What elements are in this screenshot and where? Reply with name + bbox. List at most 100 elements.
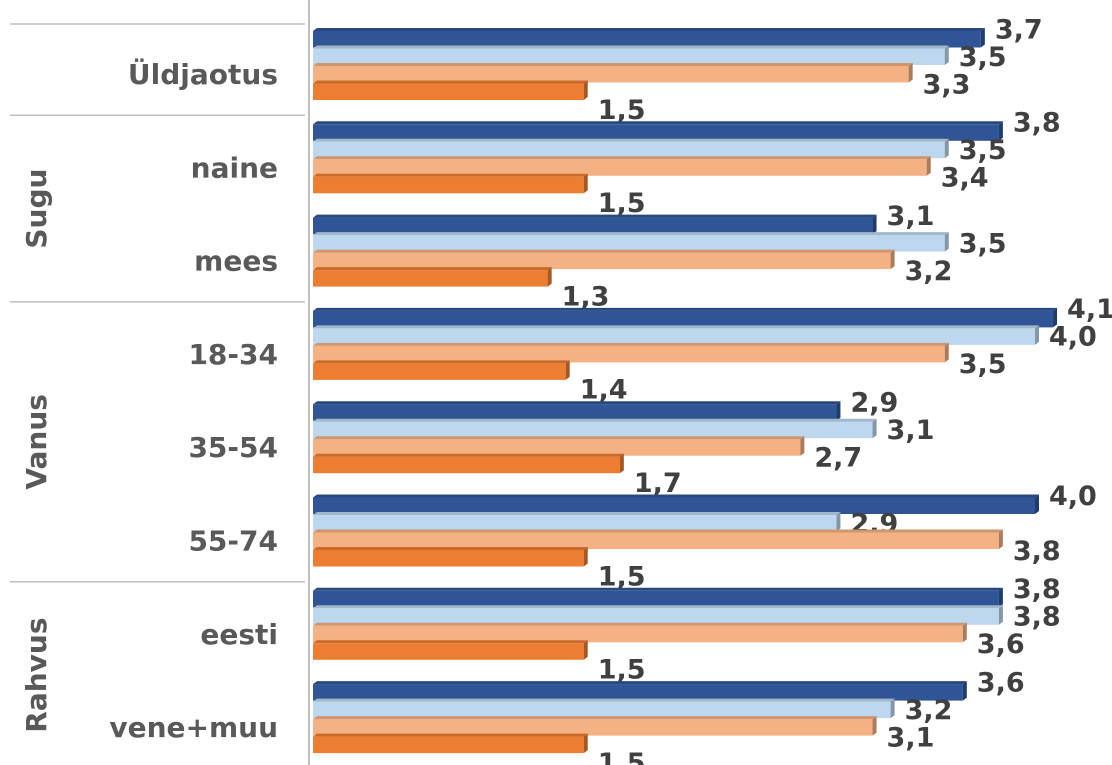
- bar-top: [313, 45, 949, 49]
- bar: [313, 590, 999, 608]
- bar-edge: [836, 512, 841, 532]
- category-label: 18-34: [188, 338, 278, 371]
- value-label: 3,7: [995, 14, 1043, 45]
- value-label: 3,5: [959, 349, 1007, 380]
- bar: [313, 736, 584, 754]
- bar-edge: [962, 681, 967, 701]
- value-label: 3,2: [905, 256, 953, 287]
- bar-edge: [547, 267, 552, 287]
- bar-top: [313, 121, 1003, 125]
- value-label: 3,1: [887, 201, 935, 232]
- group-label: Sugu: [20, 169, 53, 249]
- value-label: 3,6: [977, 629, 1025, 660]
- bar: [313, 141, 945, 159]
- value-label: 1,5: [598, 561, 646, 592]
- value-label: 3,8: [1013, 108, 1061, 139]
- value-label: 3,8: [1013, 536, 1061, 567]
- bar-top: [313, 138, 949, 142]
- category-label: 55-74: [188, 525, 278, 558]
- bar-edge: [872, 418, 877, 439]
- bar-edge: [583, 733, 588, 754]
- bar-top: [313, 342, 949, 346]
- bar-top: [313, 547, 588, 550]
- bar: [313, 550, 584, 567]
- bar-edge: [890, 698, 895, 719]
- bar: [313, 363, 566, 380]
- value-label: 1,3: [562, 281, 610, 312]
- bar-edge: [998, 587, 1003, 608]
- bar-top: [313, 28, 985, 31]
- bar-top: [313, 587, 1003, 591]
- bar-top: [313, 267, 552, 271]
- bar-edge: [944, 342, 949, 363]
- bar-edge: [1053, 307, 1058, 328]
- bar-top: [313, 436, 805, 440]
- bar-edge: [944, 138, 949, 159]
- bar-top: [313, 249, 895, 253]
- bar-top: [313, 698, 895, 702]
- bar-edge: [1035, 325, 1039, 345]
- category-label: eesti: [200, 618, 278, 651]
- bar-edge: [565, 360, 570, 380]
- bar-edge: [998, 605, 1003, 625]
- value-label: 4,0: [1049, 322, 1097, 353]
- bar: [313, 701, 891, 719]
- bar-top: [313, 494, 1039, 498]
- category-label: naine: [191, 151, 278, 184]
- bar: [313, 217, 873, 235]
- bar-top: [313, 640, 588, 644]
- bar: [313, 345, 945, 363]
- bar: [313, 625, 963, 643]
- bar-top: [313, 622, 967, 626]
- bar: [313, 643, 584, 660]
- value-label: 1,5: [598, 188, 646, 219]
- value-label: 3,5: [959, 228, 1007, 259]
- bar-edge: [890, 249, 895, 270]
- bar: [313, 252, 891, 270]
- bar-top: [313, 453, 624, 457]
- category-label: 35-54: [188, 431, 278, 464]
- bar: [313, 235, 945, 252]
- bar-edge: [980, 28, 985, 48]
- bar-top: [313, 80, 588, 84]
- bar: [313, 404, 837, 421]
- bar-top: [313, 156, 931, 160]
- value-label: 3,1: [887, 415, 935, 446]
- bar-edge: [800, 436, 805, 456]
- bar: [313, 328, 1035, 345]
- bar: [313, 310, 1054, 328]
- bar-top: [313, 605, 1003, 609]
- bar: [313, 270, 548, 287]
- bar-edge: [998, 121, 1003, 141]
- value-label: 3,1: [887, 722, 935, 753]
- category-label: Üldjaotus: [128, 57, 278, 91]
- bar: [313, 421, 873, 439]
- bar: [313, 456, 620, 474]
- value-label: 1,7: [634, 468, 682, 499]
- bar: [313, 532, 999, 549]
- bar: [313, 124, 999, 141]
- bar-top: [313, 733, 588, 737]
- value-label: 1,5: [598, 748, 646, 765]
- bar: [313, 176, 584, 194]
- value-label: 1,4: [580, 375, 628, 406]
- group-label: Rahvus: [20, 617, 53, 732]
- value-label: 3,8: [1013, 574, 1061, 605]
- bar-top: [313, 401, 841, 405]
- value-label: 3,6: [977, 667, 1025, 698]
- bar: [313, 608, 999, 625]
- category-label: mees: [194, 245, 278, 278]
- bar: [313, 497, 1035, 514]
- bar: [313, 515, 837, 532]
- bar-edge: [872, 716, 877, 736]
- group-label: Vanus: [20, 394, 53, 490]
- value-label: 4,1: [1067, 294, 1112, 325]
- bar-edge: [998, 529, 1003, 549]
- bar-top: [313, 418, 877, 422]
- bar: [313, 31, 981, 48]
- bar-top: [313, 63, 913, 66]
- value-label: 1,5: [598, 655, 646, 686]
- value-label: 3,3: [923, 69, 971, 100]
